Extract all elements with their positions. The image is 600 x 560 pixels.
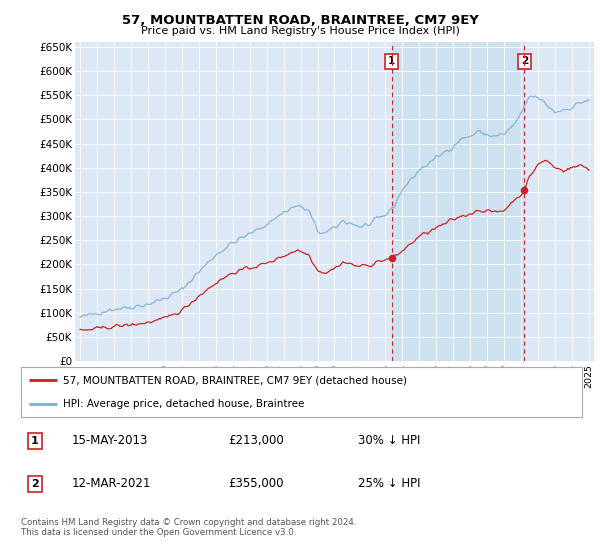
Text: 15-MAY-2013: 15-MAY-2013: [71, 434, 148, 447]
Text: 30% ↓ HPI: 30% ↓ HPI: [358, 434, 420, 447]
Text: 2: 2: [521, 57, 528, 66]
Text: 57, MOUNTBATTEN ROAD, BRAINTREE, CM7 9EY (detached house): 57, MOUNTBATTEN ROAD, BRAINTREE, CM7 9EY…: [63, 375, 407, 385]
Text: 57, MOUNTBATTEN ROAD, BRAINTREE, CM7 9EY: 57, MOUNTBATTEN ROAD, BRAINTREE, CM7 9EY: [122, 14, 478, 27]
Text: HPI: Average price, detached house, Braintree: HPI: Average price, detached house, Brai…: [63, 399, 304, 409]
Text: 1: 1: [388, 57, 395, 66]
Text: Contains HM Land Registry data © Crown copyright and database right 2024.
This d: Contains HM Land Registry data © Crown c…: [21, 518, 356, 538]
Bar: [392, 42, 524, 361]
Text: Price paid vs. HM Land Registry's House Price Index (HPI): Price paid vs. HM Land Registry's House …: [140, 26, 460, 36]
Text: 2: 2: [31, 479, 39, 489]
Text: £213,000: £213,000: [229, 434, 284, 447]
Text: £355,000: £355,000: [229, 477, 284, 490]
Text: 1: 1: [31, 436, 39, 446]
Text: 25% ↓ HPI: 25% ↓ HPI: [358, 477, 420, 490]
Text: 12-MAR-2021: 12-MAR-2021: [71, 477, 151, 490]
